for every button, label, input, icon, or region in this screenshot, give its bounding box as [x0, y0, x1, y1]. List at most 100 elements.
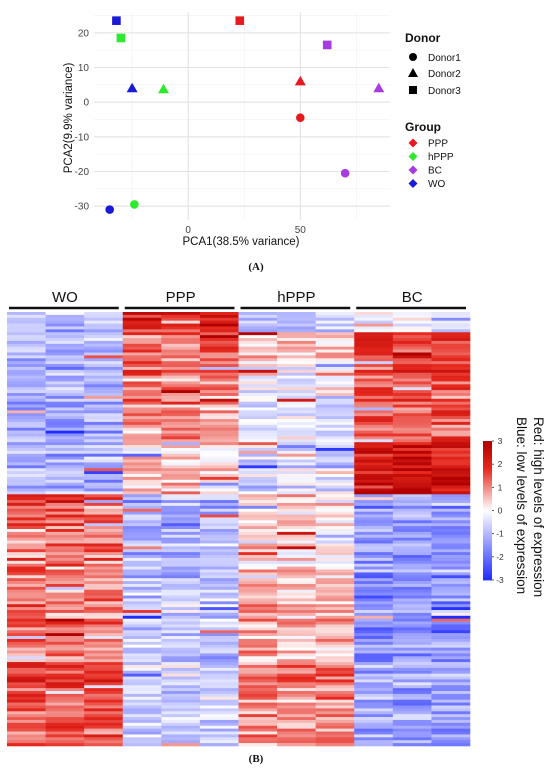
heatmap-cell [45, 719, 85, 724]
heatmap-cell [392, 540, 432, 544]
heatmap-cell [7, 413, 46, 417]
heatmap-cell [161, 427, 201, 431]
heatmap-cell [199, 439, 239, 443]
heatmap-cell [431, 523, 471, 527]
heatmap-cell [7, 393, 46, 397]
heatmap-cell [238, 326, 278, 330]
heatmap-cell [7, 465, 46, 469]
heatmap-cell [392, 696, 432, 701]
heatmap-cell [431, 395, 471, 400]
heatmap-cell [431, 462, 471, 466]
heatmap-cell [354, 575, 394, 579]
heatmap-cell [354, 500, 394, 504]
heatmap-cell [199, 338, 239, 342]
heatmap-cell [7, 638, 46, 643]
legend-group-wo: WO [428, 179, 445, 190]
heatmap-cell [277, 705, 316, 709]
heatmap-cell [45, 601, 85, 605]
heatmap-cell [7, 338, 46, 342]
heatmap-cell [161, 465, 201, 469]
heatmap-cell [45, 366, 85, 371]
heatmap-cell [315, 323, 355, 327]
heatmap-cell [45, 664, 85, 669]
heatmap-cell [122, 563, 162, 567]
heatmap-cell [84, 737, 124, 741]
heatmap-cell [45, 401, 85, 405]
heatmap-cell [392, 401, 432, 405]
heatmap-cell [45, 555, 85, 559]
heatmap-cell [354, 618, 394, 622]
heatmap-cell [122, 471, 162, 475]
heatmap-cell [238, 375, 278, 379]
heatmap-cell [45, 598, 85, 602]
heatmap-cell [161, 630, 201, 634]
heatmap-cell [45, 624, 85, 628]
heatmap-cell [354, 366, 394, 371]
heatmap-cell [161, 569, 201, 573]
heatmap-cell [238, 401, 278, 405]
heatmap-cell [354, 413, 394, 417]
heatmap-cell [354, 555, 394, 559]
heatmap-cell [315, 633, 355, 637]
heatmap-cell [277, 355, 316, 359]
heatmap-cell [238, 505, 278, 510]
heatmap-cell [315, 436, 355, 440]
heatmap-cell [392, 638, 432, 643]
heatmap-cell [45, 578, 85, 582]
heatmap-cell [238, 685, 278, 689]
heatmap-cell [45, 673, 85, 677]
heatmap-cell [161, 387, 201, 391]
heatmap-cell [392, 355, 432, 359]
heatmap-cell [161, 523, 201, 527]
heatmap-cell [84, 656, 124, 660]
heatmap-cell [431, 676, 471, 680]
heatmap-cell [277, 699, 316, 703]
heatmap-cell [84, 517, 124, 521]
heatmap-cell [431, 349, 471, 353]
heatmap-cell [84, 560, 124, 565]
heatmap-cell [122, 529, 162, 533]
heatmap-cell [392, 482, 432, 486]
heatmap-cell [7, 557, 46, 562]
heatmap-cell [7, 459, 46, 463]
heatmap-cell [431, 653, 471, 657]
heatmap-cell [315, 320, 355, 324]
heatmap-cell [161, 641, 201, 646]
heatmap-cell [315, 615, 355, 619]
heatmap-cell [431, 488, 471, 492]
heatmap-cell [277, 468, 316, 472]
heatmap-cell [161, 462, 201, 466]
heatmap-cell [7, 546, 46, 550]
heatmap-cell [354, 453, 394, 457]
heatmap-cell [161, 378, 201, 382]
heatmap-cell [122, 607, 162, 611]
heatmap-cell [199, 381, 239, 385]
heatmap-cell [45, 688, 85, 692]
heatmap-cell [238, 439, 278, 443]
heatmap-cell [431, 482, 471, 486]
heatmap-cell [45, 627, 85, 631]
heatmap-cell [392, 338, 432, 342]
heatmap-cell [161, 667, 201, 672]
heatmap-cell [122, 384, 162, 388]
heatmap-cell [354, 537, 394, 541]
heatmap-cell [238, 572, 278, 576]
heatmap-cell [161, 624, 201, 628]
heatmap-cell [238, 549, 278, 553]
heatmap-cell [431, 566, 471, 570]
heatmap-cell [7, 369, 46, 374]
heatmap-cell [277, 740, 316, 744]
heatmap-cell [392, 416, 432, 420]
heatmap-cell [277, 529, 316, 533]
heatmap-cell [431, 607, 471, 611]
colorbar-segment [483, 526, 492, 530]
heatmap-cell [315, 355, 355, 359]
heatmap-cell [431, 387, 471, 391]
heatmap-cell [354, 531, 394, 536]
colorbar-segment [483, 441, 492, 444]
heatmap-cell [315, 679, 355, 683]
heatmap-cell [45, 731, 85, 735]
heatmap-cell [431, 502, 471, 507]
heatmap-cell [161, 424, 201, 429]
heatmap-cell [431, 456, 471, 460]
